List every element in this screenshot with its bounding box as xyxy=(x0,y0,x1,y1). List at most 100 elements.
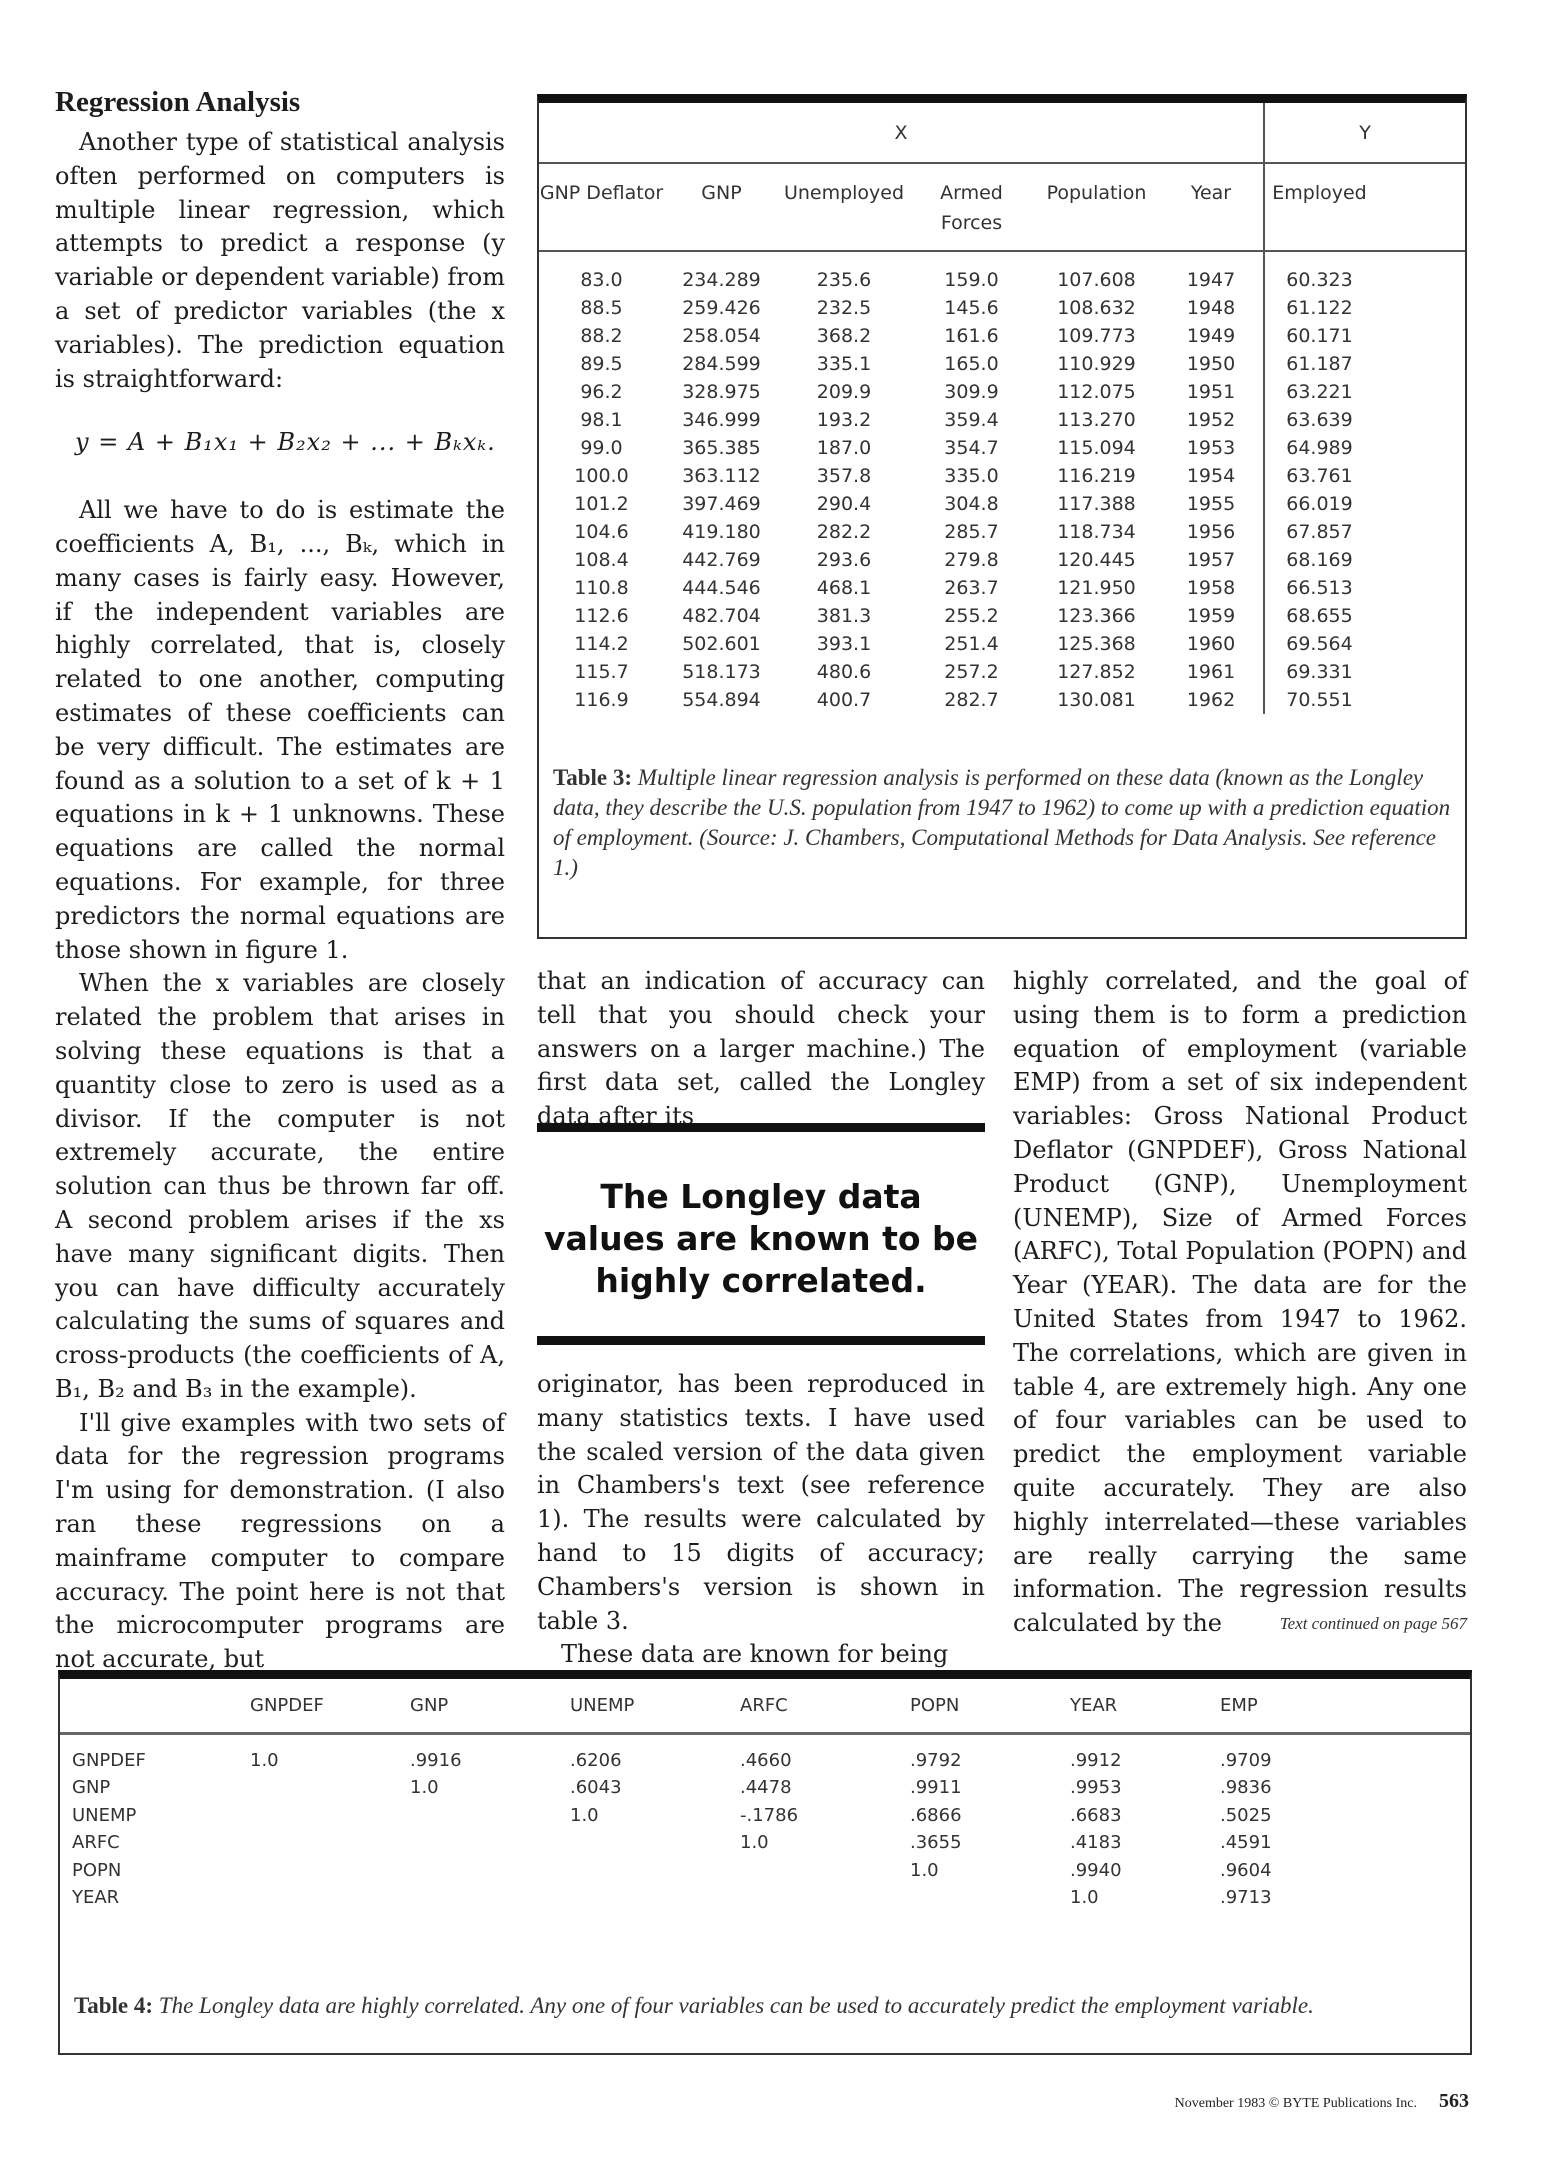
page-footer: November 1983 © BYTE Publications Inc. 5… xyxy=(1175,2090,1469,2113)
table-cell: 1948 xyxy=(1186,297,1236,319)
table-cell: 1949 xyxy=(1186,325,1236,347)
table-cell: 1.0 xyxy=(570,1804,599,1826)
table-cell: 1961 xyxy=(1186,661,1236,683)
table-row: 88.2 258.054 368.2 161.6 109.773 1949 60.171 xyxy=(539,322,1465,350)
table-cell: 109.773 xyxy=(1057,325,1136,347)
table-cell: 115.7 xyxy=(574,661,629,683)
table-cell: .9916 xyxy=(410,1749,462,1771)
table-cell: 346.999 xyxy=(682,409,761,431)
table-cell: 165.0 xyxy=(944,353,999,375)
table-cell: 381.3 xyxy=(816,605,872,627)
table-4: GNPDEF GNP UNEMP ARFC POPN YEAR EMP GNPDEF 1.0.… xyxy=(60,1679,1470,1912)
table-cell: 1960 xyxy=(1186,633,1236,655)
table-cell-spacer xyxy=(1374,546,1465,574)
table-cell: 235.6 xyxy=(816,269,872,291)
table-row: POPN 1.0 .9940 .9604 xyxy=(60,1857,1470,1885)
caption-text: Multiple linear regression analysis is p… xyxy=(553,765,1451,880)
table-cell-spacer xyxy=(1374,602,1465,630)
row-label: GNPDEF xyxy=(72,1749,146,1771)
table-cell: 69.564 xyxy=(1263,630,1374,658)
table-cell: 63.761 xyxy=(1263,462,1374,490)
table-cell: 108.632 xyxy=(1057,297,1136,319)
table-cell: 284.599 xyxy=(682,353,761,375)
table-cell xyxy=(910,1884,1070,1912)
table-cell: 98.1 xyxy=(580,409,623,431)
column-header: Employed xyxy=(1263,163,1374,252)
table-cell: .9911 xyxy=(910,1777,962,1799)
table-cell: 89.5 xyxy=(580,353,623,375)
table-cell: 442.769 xyxy=(682,549,761,571)
column-header: POPN xyxy=(910,1679,1070,1735)
table-cell: 1953 xyxy=(1186,437,1236,459)
table-cell: 69.331 xyxy=(1263,658,1374,686)
table-cell: 193.2 xyxy=(816,409,872,431)
table-cell xyxy=(410,1829,570,1857)
table-cell: 187.0 xyxy=(816,437,872,459)
column-header: UNEMP xyxy=(570,1679,740,1735)
table-cell: 285.7 xyxy=(944,521,999,543)
table-row: 100.0 363.112 357.8 335.0 116.219 1954 63.761 xyxy=(539,462,1465,490)
table-cell: 518.173 xyxy=(682,661,761,683)
table-row: YEAR 1.0 .9713 xyxy=(60,1884,1470,1912)
table-cell: 290.4 xyxy=(816,493,872,515)
table-cell: .4478 xyxy=(740,1777,792,1799)
table-row: GNPDEF 1.0 .9916 .6206 .4660 .9792 .9912 .9709 xyxy=(60,1733,1470,1774)
table-cell: 130.081 xyxy=(1057,689,1136,711)
caption-text: The Longley data are highly correlated. … xyxy=(158,1993,1314,2018)
table-cell xyxy=(410,1884,570,1912)
table-cell: 63.639 xyxy=(1263,406,1374,434)
table-row: 110.8 444.546 468.1 263.7 121.950 1958 66.513 xyxy=(539,574,1465,602)
table-cell: 61.122 xyxy=(1263,294,1374,322)
table-cell: .9953 xyxy=(1070,1777,1122,1799)
table-cell: 502.601 xyxy=(682,633,761,655)
middle-column-bottom: originator, has been reproduced in many … xyxy=(537,1368,985,1672)
table-cell: 66.019 xyxy=(1263,490,1374,518)
table-cell: 282.7 xyxy=(944,689,999,711)
table-cell: 99.0 xyxy=(580,437,623,459)
table-cell: 101.2 xyxy=(574,493,629,515)
paragraph: that an indication of accuracy can tell … xyxy=(537,967,985,1131)
column-header: Population xyxy=(1034,163,1159,252)
table-cell: 1.0 xyxy=(410,1777,439,1799)
table-cell xyxy=(570,1829,740,1857)
table-cell: 554.894 xyxy=(682,689,761,711)
table-cell: 88.2 xyxy=(580,325,623,347)
table-cell: 60.171 xyxy=(1263,322,1374,350)
table-cell: 1952 xyxy=(1186,409,1236,431)
table-cell: 1.0 xyxy=(250,1749,279,1771)
table-row: 99.0 365.385 187.0 354.7 115.094 1953 64.989 xyxy=(539,434,1465,462)
table-cell-spacer xyxy=(1374,658,1465,686)
table-cell: 127.852 xyxy=(1057,661,1136,683)
table-cell: 1956 xyxy=(1186,521,1236,543)
table-cell: 120.445 xyxy=(1057,549,1136,571)
table-row: UNEMP 1.0 -.1786 .6866 .6683 .5025 xyxy=(60,1802,1470,1830)
table-cell: 1951 xyxy=(1186,381,1236,403)
column-header: GNPDEF xyxy=(250,1679,410,1735)
table-cell: 263.7 xyxy=(944,577,999,599)
table-cell-spacer xyxy=(1374,518,1465,546)
table-cell: 293.6 xyxy=(816,549,872,571)
table-cell: .4660 xyxy=(740,1749,792,1771)
table-cell: 400.7 xyxy=(816,689,872,711)
table-cell-spacer xyxy=(1374,434,1465,462)
table-cell: 96.2 xyxy=(580,381,623,403)
table-cell: 335.0 xyxy=(944,465,999,487)
table-cell: 61.187 xyxy=(1263,350,1374,378)
table-cell xyxy=(410,1802,570,1830)
table-cell: .9604 xyxy=(1220,1859,1272,1881)
right-column: highly correlated, and the goal of using… xyxy=(1013,965,1467,1641)
table-cell: 304.8 xyxy=(944,493,999,515)
table-cell: 161.6 xyxy=(944,325,999,347)
table-cell xyxy=(250,1829,410,1857)
table-cell: 70.551 xyxy=(1263,686,1374,714)
paragraph: Another type of statistical analysis oft… xyxy=(55,128,505,393)
table-cell: .6683 xyxy=(1070,1804,1122,1826)
table-4-caption: Table 4: The Longley data are highly cor… xyxy=(74,1991,1454,2021)
table-cell: .9709 xyxy=(1220,1749,1272,1771)
table-cell xyxy=(570,1857,740,1885)
table-cell: 365.385 xyxy=(682,437,761,459)
table-cell: 359.4 xyxy=(944,409,999,431)
table-cell-spacer xyxy=(1374,294,1465,322)
table-cell-spacer xyxy=(1374,378,1465,406)
caption-label: Table 3: xyxy=(553,765,633,790)
